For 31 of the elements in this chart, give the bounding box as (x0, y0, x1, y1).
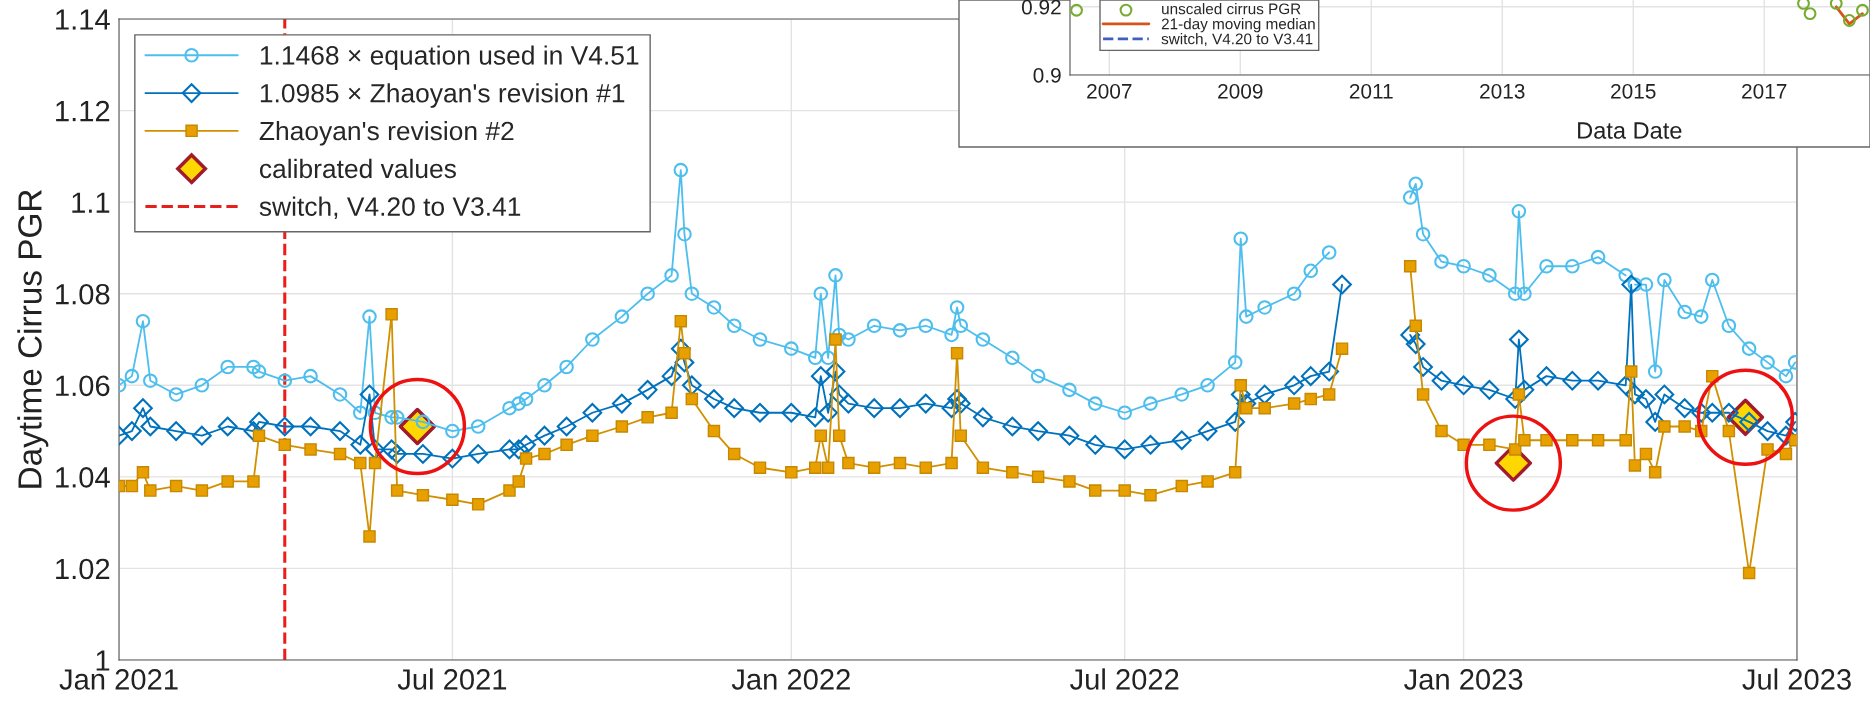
x-tick-label: 2013 (1480, 83, 1525, 99)
x-tick-label: Jan 2023 (1404, 669, 1523, 690)
x-tick-label: 2017 (1742, 83, 1787, 99)
x-tick-label: Jul 2022 (1070, 668, 1179, 690)
y-tick-label: 1.14 (56, 9, 110, 30)
x-tick-label: Jan 2022 (731, 669, 850, 690)
y-tick-label: 1.08 (56, 283, 110, 305)
legend-label: 21-day moving median (1161, 18, 1315, 33)
x-tick-label: 2009 (1218, 83, 1263, 99)
y-tick-label: 1.12 (56, 100, 110, 122)
legend-label: switch, V4.20 to V3.41 (1161, 33, 1313, 47)
legend-label: calibrated values (259, 158, 456, 179)
y-tick-label: 1.02 (56, 558, 110, 580)
x-tick-label: 2007 (1087, 83, 1132, 99)
y-tick-label: 0.9 (1033, 68, 1061, 83)
y-tick-label: 1.06 (56, 375, 110, 397)
y-axis-title: Daytime Cirrus PGR (17, 190, 49, 488)
legend-label: Zhaoyan's revision #2 (259, 120, 514, 146)
legend-label: unscaled cirrus PGR (1162, 3, 1301, 15)
y-tick-label: 1 (96, 650, 110, 671)
ref-line-label: switch, V4.20 to V3.41 (259, 196, 521, 220)
y-tick-label: 1.1 (72, 192, 110, 213)
legend-label: 1.1468 × equation used in V4.51 (260, 45, 639, 70)
x-tick-label: Jul 2023 (1742, 668, 1851, 690)
y-tick-label: 0.92 (1021, 0, 1061, 15)
x-tick-label: Jul 2021 (397, 668, 507, 690)
x-tick-label: 2011 (1349, 83, 1393, 99)
y-tick-label: 1.04 (56, 467, 110, 488)
legend-label: 1.0985 × Zhaoyan's revision #1 (260, 83, 625, 108)
x-axis-title: Data Date (1578, 122, 1682, 139)
x-tick-label: 2015 (1611, 83, 1656, 99)
